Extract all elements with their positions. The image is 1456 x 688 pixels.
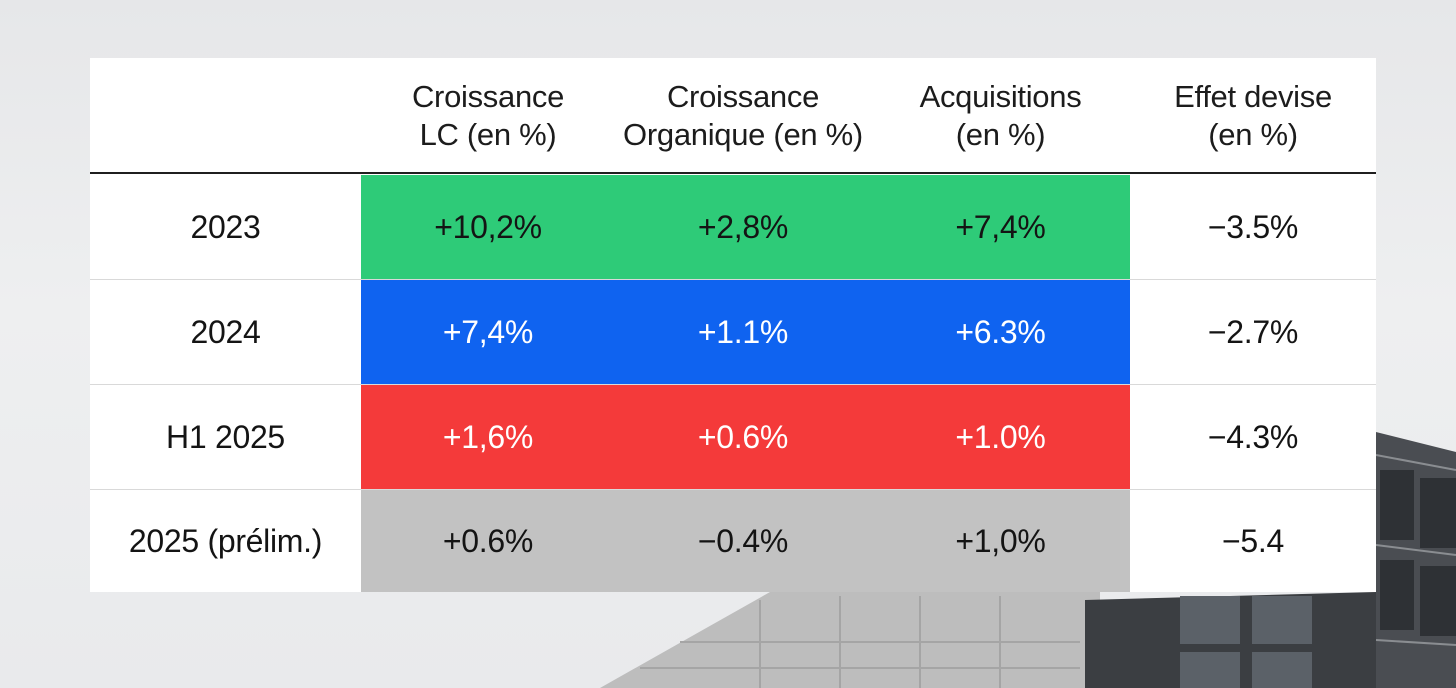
cell-croissance-organique: −0.4% xyxy=(697,522,789,559)
header-effet-devise: Effet devise (en %) xyxy=(1174,79,1332,152)
row-color-band xyxy=(361,280,1130,385)
row-color-band xyxy=(361,175,1130,280)
cell-effet-devise: −5.4 xyxy=(1222,522,1284,559)
row-label: 2023 xyxy=(190,209,261,245)
row-label: 2024 xyxy=(190,314,261,350)
row-label: 2025 (prélim.) xyxy=(128,522,323,559)
row-divider xyxy=(90,384,1376,385)
cell-croissance-organique: +1.1% xyxy=(697,314,789,350)
cell-acquisitions: +6.3% xyxy=(955,314,1046,350)
growth-table: Croissance LC (en %) Croissance Organiqu… xyxy=(90,58,1376,592)
table-row: 2025 (prélim.) +0.6% −0.4% +1,0% −5.4 xyxy=(90,490,1376,592)
row-divider xyxy=(90,279,1376,280)
row-color-band xyxy=(361,385,1130,490)
row-divider xyxy=(90,489,1376,490)
cell-croissance-lc: +7,4% xyxy=(442,314,534,350)
cell-croissance-lc: +10,2% xyxy=(434,209,542,245)
cell-effet-devise: −3.5% xyxy=(1207,209,1299,245)
cell-effet-devise: −4.3% xyxy=(1207,419,1299,455)
row-label: H1 2025 xyxy=(166,419,285,455)
cell-croissance-lc: +1,6% xyxy=(442,419,534,455)
table-row: 2023 +10,2% +2,8% +7,4% −3.5% xyxy=(90,175,1376,280)
cell-croissance-organique: +2,8% xyxy=(697,209,789,245)
cell-acquisitions: +1.0% xyxy=(955,419,1046,455)
header-acquisitions: Acquisitions (en %) xyxy=(919,79,1082,152)
cell-acquisitions: +1,0% xyxy=(955,522,1046,559)
table-row: 2024 +7,4% +1.1% +6.3% −2.7% xyxy=(90,280,1376,385)
cell-croissance-lc: +0.6% xyxy=(442,522,534,559)
cell-acquisitions: +7,4% xyxy=(955,209,1046,245)
header-croissance-lc: Croissance LC (en %) xyxy=(411,79,565,152)
row-color-band xyxy=(361,490,1130,592)
cell-effet-devise: −2.7% xyxy=(1207,314,1299,350)
header-corner xyxy=(90,58,361,174)
cell-croissance-organique: +0.6% xyxy=(697,419,789,455)
table-row: H1 2025 +1,6% +0.6% +1.0% −4.3% xyxy=(90,385,1376,490)
table-header-row: Croissance LC (en %) Croissance Organiqu… xyxy=(90,58,1376,174)
header-croissance-organique: Croissance Organique (en %) xyxy=(623,79,863,152)
